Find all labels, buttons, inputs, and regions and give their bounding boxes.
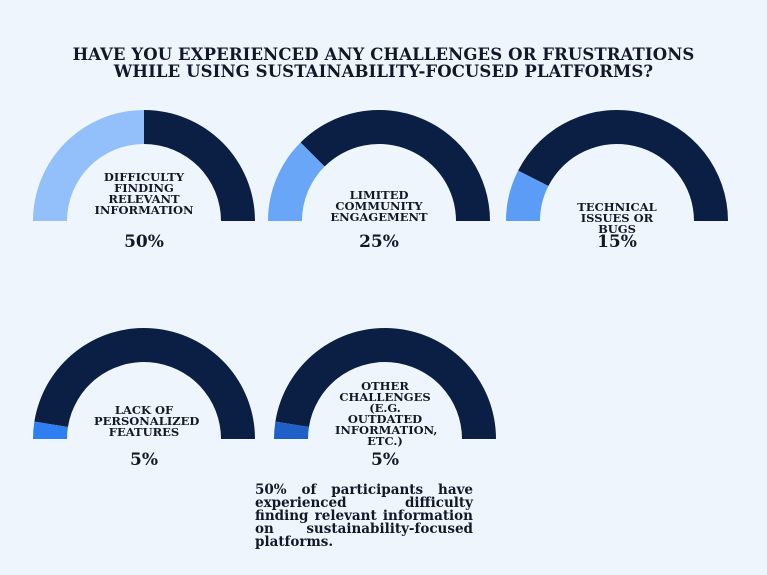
gauge-2-value: 25% (359, 232, 399, 252)
gauge-difficulty-finding-information: DIFFICULTY FINDING RELEVANT INFORMATION … (31, 110, 257, 252)
gauge-4-value: 5% (130, 450, 158, 470)
gauge-5-graphic (274, 328, 496, 439)
gauge-3-value: 15% (597, 232, 637, 252)
gauge-2-filled-arc (268, 142, 325, 221)
gauge-4-label: LACK OF PERSONALIZED FEATURES (94, 403, 200, 439)
chart-title-line-1: HAVE YOU EXPERIENCED ANY CHALLENGES OR F… (72, 45, 695, 64)
gauge-1-graphic (33, 110, 255, 221)
gauge-1-remaining-arc (144, 110, 255, 221)
gauge-5-filled-arc (274, 421, 309, 439)
gauge-4-remaining-arc (34, 328, 255, 439)
gauge-5-value: 5% (371, 450, 399, 470)
gauge-3-filled-arc (506, 170, 549, 221)
gauge-limited-community-engagement: LIMITED COMMUNITY ENGAGEMENT 25% (266, 110, 492, 252)
chart-title-line-2: WHILE USING SUSTAINABILITY-FOCUSED PLATF… (113, 62, 654, 81)
gauge-4-filled-arc (33, 421, 68, 439)
gauge-1-label: DIFFICULTY FINDING RELEVANT INFORMATION (94, 170, 194, 217)
gauge-3-remaining-arc (518, 110, 728, 221)
gauge-1-value: 50% (124, 232, 164, 252)
chart-title: HAVE YOU EXPERIENCED ANY CHALLENGES OR F… (40, 46, 727, 80)
gauge-3-label: TECHNICAL ISSUES OR BUGS (577, 200, 657, 236)
gauge-other-challenges: OTHER CHALLENGES (E.G. OUTDATED INFORMAT… (272, 328, 498, 470)
gauge-2-graphic (268, 110, 490, 221)
gauge-3-graphic (506, 110, 728, 221)
gauge-5-remaining-arc (275, 328, 496, 439)
gauge-5-label: OTHER CHALLENGES (E.G. OUTDATED INFORMAT… (335, 379, 438, 448)
gauge-4-graphic (33, 328, 255, 439)
gauge-lack-of-personalized-features: LACK OF PERSONALIZED FEATURES 5% (31, 328, 257, 470)
gauge-1-filled-arc (33, 110, 144, 221)
gauge-technical-issues: TECHNICAL ISSUES OR BUGS 15% (504, 110, 730, 252)
summary-note: 50% of participants have experienced dif… (255, 482, 473, 550)
gauge-2-label: LIMITED COMMUNITY ENGAGEMENT (330, 188, 428, 224)
gauge-2-remaining-arc (300, 110, 490, 221)
